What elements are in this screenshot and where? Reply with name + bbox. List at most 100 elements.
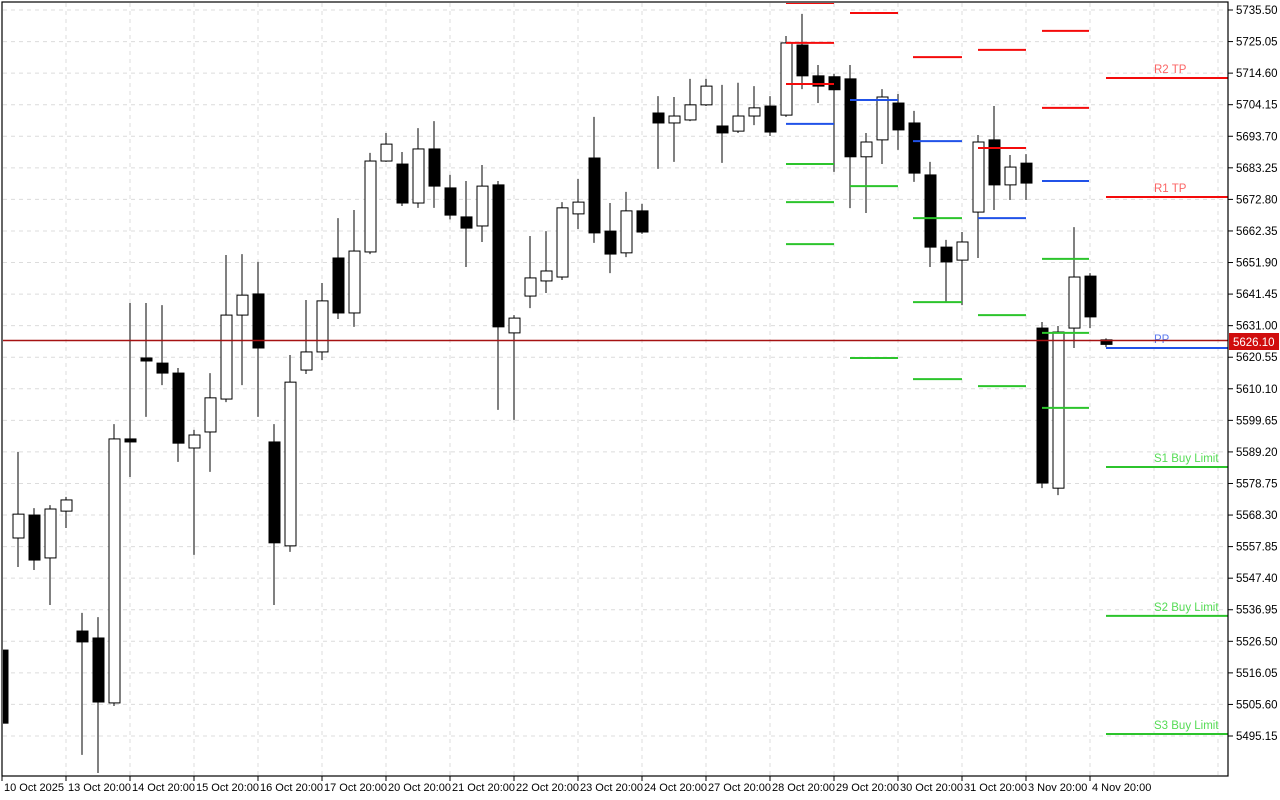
candle-body: [1084, 275, 1097, 318]
candle-body: [812, 75, 825, 87]
candle-bullish: [572, 178, 585, 229]
candle-body: [332, 257, 345, 314]
candle-bearish: [716, 84, 729, 163]
candle-body: [892, 102, 905, 131]
candle-bearish: [492, 180, 505, 410]
candle-bearish: [332, 218, 345, 320]
time-axis-label: 3 Nov 20:00: [1028, 782, 1087, 794]
current-price-badge: 5626.10: [1229, 333, 1279, 350]
candle-bullish: [364, 152, 377, 255]
time-axis-label: 31 Oct 20:00: [964, 782, 1027, 794]
candle-body: [572, 201, 585, 215]
candle-bearish: [636, 203, 649, 234]
candle-bullish: [412, 128, 425, 208]
level-label-s2-buy-limit: S2 Buy Limit: [1154, 602, 1219, 614]
candle-body: [492, 184, 505, 328]
time-axis-label: 22 Oct 20:00: [516, 782, 579, 794]
candle-body: [172, 372, 185, 444]
price-axis-label: 5610.10: [1236, 384, 1278, 396]
candle-body: [156, 362, 169, 374]
time-axis-label: 24 Oct 20:00: [644, 782, 707, 794]
candle-bearish: [604, 203, 617, 274]
time-axis-label: 30 Oct 20:00: [900, 782, 963, 794]
candle-bullish: [524, 235, 537, 309]
candle-body: [604, 230, 617, 255]
candle-body: [972, 141, 985, 213]
time-axis-label: 17 Oct 20:00: [324, 782, 387, 794]
candle-body: [620, 210, 633, 254]
candle-bearish: [764, 96, 777, 136]
candle-bullish: [620, 191, 633, 258]
level-label-r1-tp: R1 TP: [1154, 183, 1187, 195]
candle-bullish: [780, 35, 793, 117]
candle-body: [1020, 162, 1033, 184]
candle-body: [716, 125, 729, 134]
candle-body: [748, 107, 761, 117]
candle-body: [460, 216, 473, 229]
price-axis-label: 5631.00: [1236, 321, 1278, 333]
candle-body: [364, 160, 377, 253]
candle-body: [204, 397, 217, 433]
price-axis-label: 5599.65: [1236, 415, 1278, 427]
time-axis-label: 28 Oct 20:00: [772, 782, 835, 794]
candle-body: [732, 115, 745, 132]
candle-bullish: [732, 82, 745, 133]
candle-body: [956, 241, 969, 261]
price-axis-label: 5651.90: [1236, 258, 1278, 270]
candle-bearish: [3, 649, 9, 724]
candle-body: [284, 381, 297, 547]
candle-bullish: [956, 232, 969, 306]
candle-body: [476, 185, 489, 227]
price-axis-label: 5672.80: [1236, 194, 1278, 206]
candle-bullish: [508, 315, 521, 420]
current-price-box: [1229, 333, 1279, 350]
price-axis-label: 5547.40: [1236, 573, 1278, 585]
candle-body: [988, 139, 1001, 186]
price-axis-label: 5620.55: [1236, 352, 1278, 364]
candle-bullish: [972, 135, 985, 258]
candle-bullish: [108, 424, 121, 706]
level-label-s3-buy-limit: S3 Buy Limit: [1154, 720, 1219, 732]
candle-bearish: [252, 261, 265, 417]
time-axis-label: 10 Oct 2025: [4, 782, 64, 794]
candle-bullish: [476, 164, 489, 242]
candle-body: [540, 270, 553, 282]
candle-bullish: [860, 132, 873, 213]
candle-body: [508, 317, 521, 334]
candle-body: [252, 293, 265, 349]
candle-body: [108, 438, 121, 704]
time-axis[interactable]: 10 Oct 2025 13 Oct 20:00 14 Oct 20:00 15 Oc…: [1, 776, 1151, 794]
candle-body: [124, 438, 137, 443]
time-axis-label: 13 Oct 20:00: [68, 782, 131, 794]
price-axis-label: 5693.70: [1236, 131, 1278, 143]
candle-body: [3, 649, 9, 724]
candle-body: [780, 42, 793, 116]
candle-bullish: [44, 505, 57, 606]
candle-bullish: [204, 373, 217, 472]
candle-bullish: [668, 96, 681, 162]
candle-body: [860, 141, 873, 158]
candle-bullish: [284, 354, 297, 552]
candle-bullish: [684, 78, 697, 122]
time-axis-label: 21 Oct 20:00: [452, 782, 515, 794]
candle-body: [76, 630, 89, 643]
candle-body: [588, 157, 601, 234]
candle-bearish: [444, 174, 457, 220]
candle-body: [556, 207, 569, 278]
candle-bearish: [140, 302, 153, 417]
candle-body: [444, 187, 457, 216]
candle-bearish: [796, 13, 809, 90]
candle-bearish: [76, 612, 89, 755]
candle-body: [700, 85, 713, 106]
candle-body: [684, 104, 697, 121]
candle-bullish: [236, 254, 249, 386]
candle-bullish: [1004, 154, 1017, 200]
candle-bearish: [1020, 154, 1033, 200]
candle-bearish: [1084, 273, 1097, 329]
price-axis-label: 5683.25: [1236, 163, 1278, 175]
candle-bearish: [396, 151, 409, 207]
price-axis[interactable]: 5735.50 5725.05 5714.60 5704.15 5693.70 5683.…: [1228, 5, 1278, 743]
candle-bearish: [172, 367, 185, 462]
